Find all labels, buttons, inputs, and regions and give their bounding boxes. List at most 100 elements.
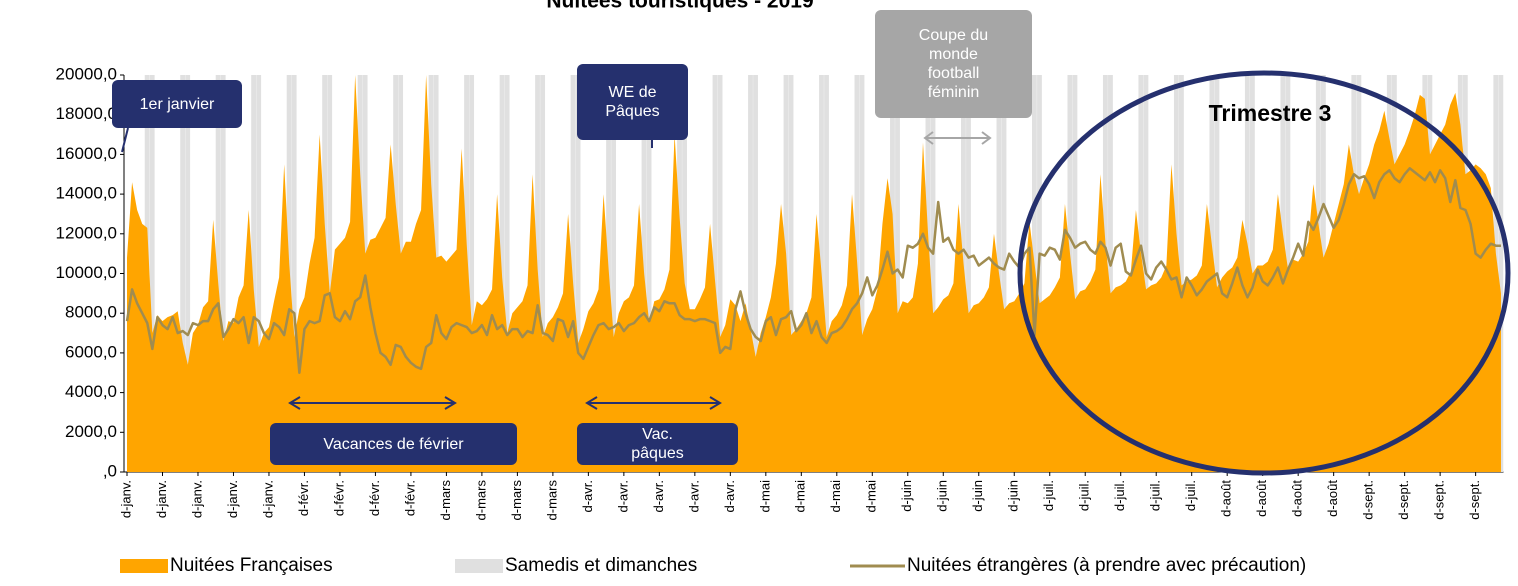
- x-tick-label: d-janv.: [225, 480, 240, 518]
- y-tick-label: 12000,0: [56, 223, 117, 242]
- weekend-bar: [1179, 75, 1184, 472]
- y-tick-label: ,0: [103, 461, 117, 480]
- legend-swatch: [455, 559, 503, 573]
- x-tick-label: d-sept.: [1361, 480, 1376, 520]
- area: [127, 75, 1501, 472]
- line: [125, 167, 1501, 374]
- weekend-bar: [1072, 75, 1078, 472]
- x-tick-label: d-avr.: [686, 480, 701, 513]
- legend-label: Nuitées Françaises: [170, 555, 333, 576]
- x-tick-label: d-juin: [935, 480, 950, 512]
- x-tick-label: d-mars: [509, 480, 524, 521]
- y-tick-label: 2000,0: [65, 422, 117, 441]
- weekend-bar: [504, 75, 510, 472]
- x-tick-label: d-août: [1219, 480, 1234, 517]
- legend: Nuitées Françaises Samedis et dimanches Nu…: [120, 555, 1306, 576]
- weekend-bar: [682, 75, 687, 472]
- annotation: Coupe du monde football féminin: [875, 10, 1032, 118]
- weekend-bar: [930, 75, 936, 472]
- x-tick-label: d-juil.: [1077, 480, 1092, 511]
- weekend-bar: [469, 75, 475, 472]
- legend-swatch: [120, 559, 168, 573]
- y-tick-label: 14000,0: [56, 184, 117, 203]
- x-tick-label: d-août: [1325, 480, 1340, 517]
- x-tick-label: d-mai: [793, 480, 808, 513]
- weekend-bar: [220, 75, 226, 472]
- weekend-bar: [185, 75, 191, 472]
- annotation-shapes: Trimestre 3: [121, 70, 1511, 476]
- legend-label: Samedis et dimanches: [505, 555, 697, 576]
- weekend-bar: [895, 75, 900, 472]
- x-tick-label: d-mai: [757, 480, 772, 513]
- x-tick-label: d-mai: [828, 480, 843, 513]
- y-tick-label: 20000,0: [56, 64, 117, 83]
- weekend-bar: [859, 75, 865, 472]
- arrow: [923, 131, 992, 145]
- x-tick-label: d-sept.: [1396, 480, 1411, 520]
- x-tick-label: d-juin: [1006, 480, 1021, 512]
- weekend-bar: [256, 75, 262, 472]
- highlight-ellipse: [1017, 70, 1511, 476]
- weekend-bar: [1108, 75, 1113, 472]
- weekend-bar: [966, 75, 971, 472]
- y-tick-label: 6000,0: [65, 342, 117, 361]
- y-tick-label: 16000,0: [56, 144, 117, 163]
- annotation: Trimestre 3: [1209, 100, 1332, 126]
- weekend-bar: [1498, 75, 1504, 472]
- x-tick-label: d-août: [1290, 480, 1305, 517]
- y-tick-label: 8000,0: [65, 303, 117, 322]
- x-tick-label: d-janv.: [154, 480, 169, 518]
- x-tick-label: d-avr.: [580, 480, 595, 513]
- y-tick-label: 10000,0: [56, 263, 117, 282]
- x-tick-label: d-juil.: [1112, 480, 1127, 511]
- x-tick-label: d-mars: [544, 480, 559, 521]
- x-tick-label: d-janv.: [189, 480, 204, 518]
- x-tick-label: d-févr.: [367, 480, 382, 516]
- x-tick-label: d-juin: [899, 480, 914, 512]
- x-tick-label: d-mai: [864, 480, 879, 513]
- x-tick-label: d-févr.: [402, 480, 417, 516]
- weekend-bar: [712, 75, 718, 472]
- x-tick-label: d-févr.: [296, 480, 311, 516]
- y-tick-label: 4000,0: [65, 382, 117, 401]
- pointer: [121, 127, 129, 153]
- x-tick-label: d-juin: [970, 480, 985, 512]
- plot: ,0 2000,0 4000,0 6000,0 8000,0 10000,0 12000,0…: [56, 64, 1504, 520]
- x-tick-label: d-févr.: [331, 480, 346, 516]
- weekend-bar: [753, 75, 758, 472]
- weekend-bar: [215, 75, 221, 472]
- annotation: WE de Pâques: [577, 64, 688, 140]
- x-tick-label: d-janv.: [118, 480, 133, 518]
- x-tick-label: d-mars: [473, 480, 488, 521]
- x-tick-label: d-juil.: [1148, 480, 1163, 511]
- x-tick-label: d-avr.: [722, 480, 737, 513]
- x-tick-label: d-sept.: [1432, 480, 1447, 520]
- x-tick-label: d-avr.: [651, 480, 666, 513]
- chart-title: Nuitées touristiques - 2019: [546, 0, 813, 13]
- weekend-bar: [291, 75, 297, 472]
- x-tick-label: d-juil.: [1183, 480, 1198, 511]
- weekend-bar: [251, 75, 257, 472]
- weekend-bar: [1001, 75, 1007, 472]
- weekend-bar: [788, 75, 794, 472]
- annotation: Vac. pâques: [577, 423, 738, 465]
- weekend-bar: [824, 75, 829, 472]
- x-tick-label: d-avr.: [615, 480, 630, 513]
- annotation: 1er janvier: [112, 80, 242, 128]
- y-tick-label: 18000,0: [56, 104, 117, 123]
- annotation: Vacances de février: [270, 423, 517, 465]
- x-tick-label: d-août: [1254, 480, 1269, 517]
- x-tick-label: d-sept.: [1467, 480, 1482, 520]
- x-tick-label: d-juil.: [1041, 480, 1056, 511]
- weekend-bar: [717, 75, 723, 472]
- weekend-bar: [540, 75, 546, 472]
- weekend-bar: [570, 75, 576, 472]
- weekend-bar: [611, 75, 617, 472]
- x-tick-label: d-janv.: [260, 480, 275, 518]
- arrow: [288, 396, 722, 410]
- weekend-bar: [646, 75, 652, 472]
- weekend-bar: [149, 75, 155, 472]
- weekend-bar: [327, 75, 333, 472]
- weekend-bar: [499, 75, 505, 472]
